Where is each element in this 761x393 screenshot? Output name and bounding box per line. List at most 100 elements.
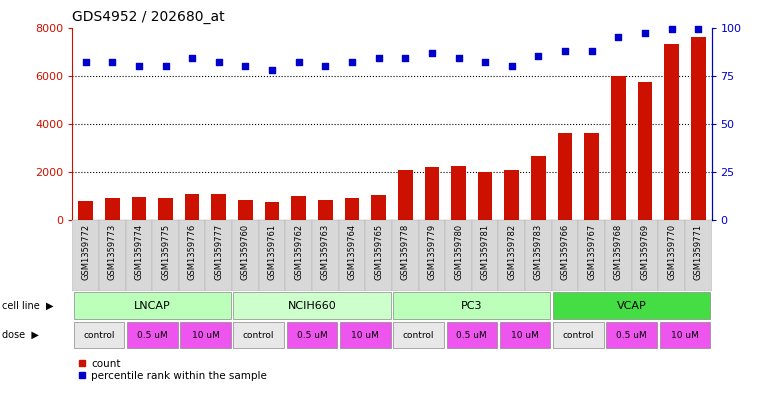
Bar — [393, 292, 550, 319]
Legend: count, percentile rank within the sample: count, percentile rank within the sample — [78, 359, 267, 381]
Text: GSM1359761: GSM1359761 — [268, 224, 276, 280]
Text: GSM1359773: GSM1359773 — [108, 224, 116, 280]
Point — [266, 67, 279, 73]
Bar — [638, 82, 652, 220]
Bar — [558, 133, 572, 220]
Bar — [232, 220, 259, 291]
Bar — [447, 322, 497, 348]
Text: GSM1359766: GSM1359766 — [561, 224, 569, 280]
Bar — [238, 200, 253, 220]
Text: GSM1359777: GSM1359777 — [215, 224, 223, 280]
Bar — [685, 220, 712, 291]
Text: GSM1359782: GSM1359782 — [508, 224, 516, 280]
Text: control: control — [403, 331, 435, 340]
Text: GSM1359763: GSM1359763 — [321, 224, 330, 280]
Bar — [312, 220, 339, 291]
Bar — [179, 220, 205, 291]
Bar — [398, 169, 412, 220]
Text: GSM1359769: GSM1359769 — [641, 224, 649, 280]
Text: 0.5 uM: 0.5 uM — [297, 331, 327, 340]
Bar — [498, 220, 525, 291]
Text: 0.5 uM: 0.5 uM — [616, 331, 647, 340]
Text: GSM1359772: GSM1359772 — [81, 224, 90, 280]
Text: GSM1359775: GSM1359775 — [161, 224, 170, 280]
Text: dose  ▶: dose ▶ — [2, 330, 39, 340]
Point — [453, 55, 465, 61]
Text: GSM1359771: GSM1359771 — [694, 224, 702, 280]
Point — [612, 34, 624, 40]
Bar — [74, 322, 124, 348]
Point — [666, 26, 678, 33]
Text: 10 uM: 10 uM — [352, 331, 379, 340]
Bar — [234, 292, 390, 319]
Point — [80, 59, 92, 65]
Point — [693, 26, 705, 33]
Point — [586, 48, 598, 54]
Bar — [584, 133, 599, 220]
Bar — [478, 172, 492, 220]
Bar — [552, 220, 578, 291]
Bar — [505, 169, 519, 220]
Bar — [339, 220, 365, 291]
Bar — [691, 37, 705, 220]
Point — [346, 59, 358, 65]
Bar — [607, 322, 657, 348]
Text: PC3: PC3 — [461, 301, 482, 310]
Point — [506, 63, 518, 69]
Bar — [265, 202, 279, 220]
Bar — [78, 201, 93, 220]
Bar — [392, 220, 419, 291]
Text: 10 uM: 10 uM — [511, 331, 539, 340]
Bar — [158, 198, 173, 220]
Bar — [660, 322, 710, 348]
Bar — [605, 220, 632, 291]
Text: GSM1359768: GSM1359768 — [614, 224, 622, 280]
Bar — [425, 167, 439, 220]
Bar — [72, 220, 99, 291]
Text: NCIH660: NCIH660 — [288, 301, 336, 310]
Bar — [234, 322, 284, 348]
Bar — [451, 166, 466, 220]
Bar — [393, 322, 444, 348]
Text: control: control — [83, 331, 115, 340]
Point — [373, 55, 385, 61]
Bar — [212, 194, 226, 220]
Point — [107, 59, 119, 65]
Text: GSM1359762: GSM1359762 — [295, 224, 303, 280]
Bar — [287, 322, 337, 348]
Text: GSM1359765: GSM1359765 — [374, 224, 383, 280]
Text: 10 uM: 10 uM — [671, 331, 699, 340]
Text: GSM1359770: GSM1359770 — [667, 224, 676, 280]
Bar — [99, 220, 126, 291]
Point — [186, 55, 199, 61]
Text: GDS4952 / 202680_at: GDS4952 / 202680_at — [72, 10, 225, 24]
Bar — [126, 220, 152, 291]
Text: GSM1359781: GSM1359781 — [481, 224, 489, 280]
Bar — [553, 292, 710, 319]
Point — [293, 59, 305, 65]
Point — [133, 63, 145, 69]
Text: GSM1359774: GSM1359774 — [135, 224, 143, 280]
Text: 0.5 uM: 0.5 uM — [457, 331, 487, 340]
Text: 10 uM: 10 uM — [192, 331, 219, 340]
Bar — [285, 220, 312, 291]
Point — [400, 55, 412, 61]
Point — [320, 63, 332, 69]
Bar — [345, 198, 359, 220]
Bar — [578, 220, 605, 291]
Text: GSM1359779: GSM1359779 — [428, 224, 436, 280]
Point — [639, 30, 651, 37]
Bar — [180, 322, 231, 348]
Text: control: control — [243, 331, 275, 340]
Bar — [291, 196, 306, 220]
Text: 0.5 uM: 0.5 uM — [137, 331, 167, 340]
Text: GSM1359764: GSM1359764 — [348, 224, 356, 280]
Bar — [74, 292, 231, 319]
Bar — [371, 195, 386, 220]
Bar — [318, 200, 333, 220]
Point — [213, 59, 225, 65]
Bar — [500, 322, 550, 348]
Bar — [419, 220, 445, 291]
Bar — [132, 197, 146, 220]
Text: VCAP: VCAP — [616, 301, 647, 310]
